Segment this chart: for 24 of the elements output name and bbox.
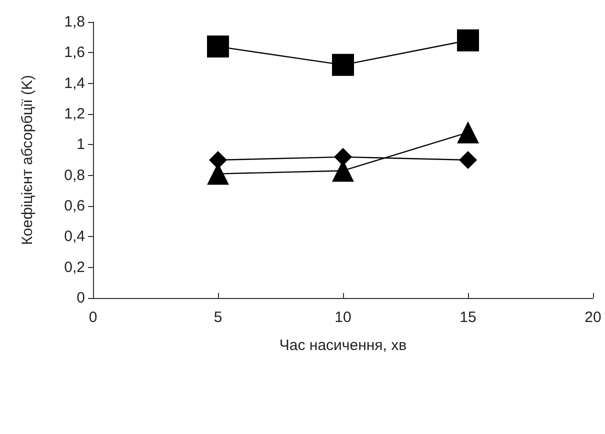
x-tick-label: 0 [88,309,98,326]
x-tick-label: 15 [460,309,476,326]
y-tick-label: 0,8 [64,166,85,184]
x-axis-title: Час насичення, хв [279,337,407,354]
point [459,151,477,169]
y-tick-label: 0 [76,290,85,306]
point [334,148,352,166]
y-axis-title: Коефіцієнт абсорбції (K) [19,75,36,245]
y-tick-label: 1,2 [64,106,85,122]
y-tick-label: 0,6 [64,198,85,214]
x-tick-label: 20 [584,309,602,326]
y-tick-label: 1,8 [64,14,85,30]
y-tick-label: 0,4 [64,228,85,246]
y-tick-label: 1 [76,136,85,154]
y-tick-label: 1,4 [64,74,85,92]
point [457,121,479,144]
y-tick-label: 1,6 [64,44,85,62]
point [332,54,354,76]
x-tick-label: 10 [334,309,352,326]
point [207,36,229,58]
y-tick-label: 0,2 [64,258,85,276]
x-tick-label: 5 [214,309,222,326]
point [457,29,479,52]
point [209,151,227,169]
